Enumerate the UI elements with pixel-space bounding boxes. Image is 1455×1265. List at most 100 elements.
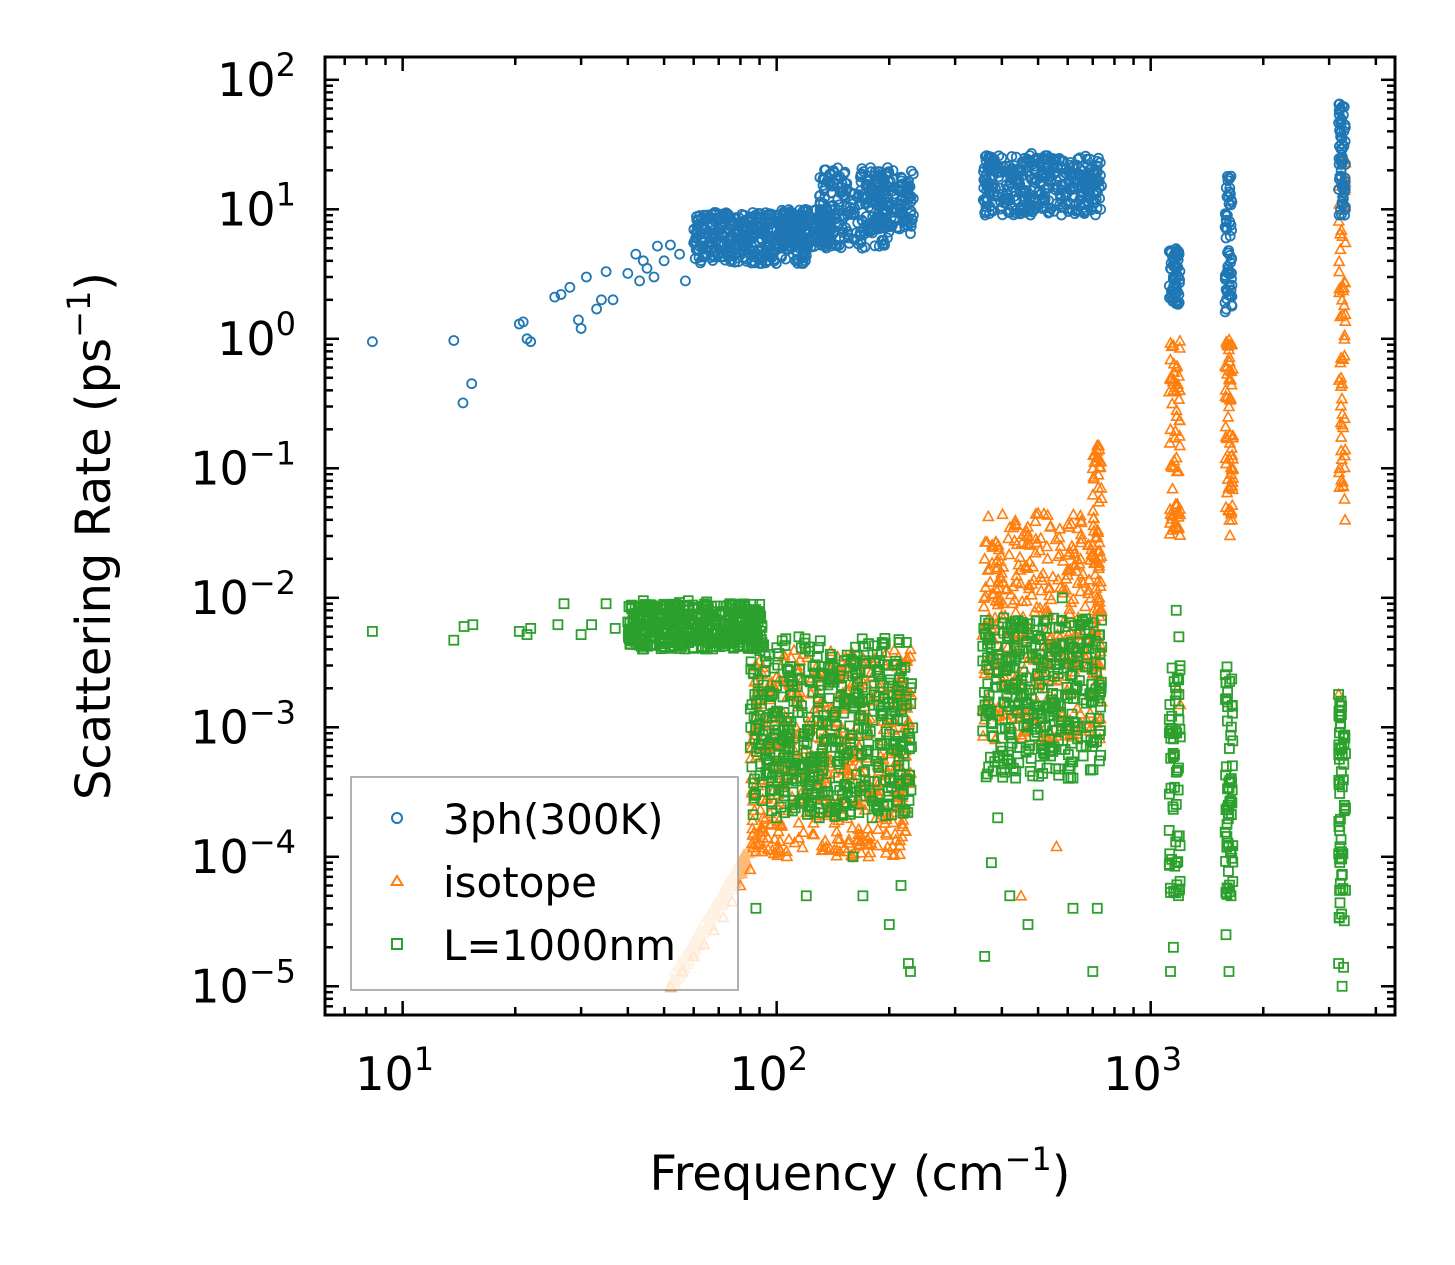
x-tick-label: 101 bbox=[355, 1040, 434, 1101]
data-point bbox=[1226, 428, 1240, 441]
data-point bbox=[1169, 384, 1183, 397]
data-point bbox=[1074, 584, 1087, 597]
data-point bbox=[1067, 183, 1079, 195]
data-point bbox=[1224, 879, 1235, 891]
data-point bbox=[839, 232, 850, 244]
data-point bbox=[828, 672, 840, 684]
data-point bbox=[725, 256, 737, 267]
data-point bbox=[869, 776, 880, 787]
data-point bbox=[833, 758, 845, 770]
data-point bbox=[1224, 676, 1235, 687]
isotope-branch-point bbox=[735, 859, 749, 872]
data-point bbox=[1219, 826, 1231, 838]
data-point bbox=[1335, 119, 1347, 131]
data-point bbox=[1227, 700, 1238, 711]
data-point bbox=[1026, 173, 1038, 185]
data-point bbox=[996, 188, 1008, 200]
data-point bbox=[794, 220, 805, 231]
data-point bbox=[1220, 769, 1231, 781]
data-point bbox=[586, 619, 597, 631]
data-point bbox=[879, 846, 893, 858]
data-point bbox=[1087, 470, 1100, 482]
data-point bbox=[1165, 245, 1176, 257]
data-point bbox=[1225, 448, 1239, 460]
data-point bbox=[1063, 763, 1075, 774]
data-point bbox=[1034, 531, 1048, 544]
data-point bbox=[1334, 242, 1347, 255]
data-point bbox=[774, 240, 786, 252]
data-point bbox=[1338, 328, 1351, 341]
data-point bbox=[796, 707, 808, 718]
data-point bbox=[1165, 782, 1177, 794]
data-point bbox=[1082, 538, 1096, 551]
data-point bbox=[1021, 623, 1033, 635]
data-point bbox=[1085, 764, 1097, 775]
data-point bbox=[1040, 539, 1054, 552]
data-point bbox=[624, 617, 636, 629]
data-point bbox=[513, 626, 525, 637]
data-point bbox=[1338, 961, 1349, 973]
data-point bbox=[1336, 152, 1348, 164]
data-point bbox=[1340, 884, 1351, 896]
data-point bbox=[905, 966, 916, 977]
data-point bbox=[1332, 214, 1346, 226]
data-point bbox=[1031, 700, 1043, 712]
data-point bbox=[857, 189, 869, 200]
data-point bbox=[757, 734, 769, 746]
data-point bbox=[1088, 556, 1102, 569]
data-point bbox=[847, 851, 859, 863]
data-point bbox=[983, 575, 997, 587]
data-point bbox=[1334, 351, 1348, 363]
data-point bbox=[1061, 723, 1073, 734]
data-point bbox=[1173, 438, 1187, 451]
data-point bbox=[893, 184, 905, 196]
data-point bbox=[1069, 682, 1081, 693]
data-point bbox=[1036, 164, 1048, 176]
data-point bbox=[1166, 710, 1178, 722]
data-point bbox=[888, 827, 902, 839]
data-point bbox=[904, 769, 916, 781]
data-point bbox=[842, 747, 854, 758]
data-point bbox=[1034, 759, 1046, 771]
data-point bbox=[828, 816, 841, 828]
data-point bbox=[985, 706, 996, 718]
data-point bbox=[1338, 513, 1352, 525]
data-point bbox=[847, 198, 859, 210]
data-point bbox=[877, 239, 888, 251]
data-point bbox=[1074, 707, 1087, 719]
data-point bbox=[1227, 876, 1239, 887]
data-point bbox=[776, 635, 788, 647]
data-point bbox=[732, 256, 744, 268]
data-point bbox=[820, 240, 831, 252]
data-point bbox=[1094, 629, 1105, 641]
data-point bbox=[834, 670, 846, 682]
data-point bbox=[575, 323, 587, 334]
data-point bbox=[794, 664, 806, 676]
data-point bbox=[1049, 532, 1063, 545]
data-point bbox=[1335, 293, 1349, 305]
data-point bbox=[998, 627, 1010, 639]
data-point bbox=[888, 743, 900, 755]
data-point bbox=[1221, 661, 1233, 673]
data-point bbox=[788, 759, 800, 771]
data-point bbox=[804, 779, 816, 791]
data-point bbox=[1031, 506, 1045, 519]
data-point bbox=[1333, 748, 1345, 759]
data-point bbox=[1336, 908, 1347, 920]
data-point bbox=[814, 635, 826, 647]
data-point bbox=[1029, 514, 1042, 527]
series-3ph(300K) bbox=[366, 98, 1351, 409]
data-point bbox=[581, 271, 592, 283]
data-point bbox=[1094, 481, 1108, 493]
data-point bbox=[1090, 438, 1104, 451]
data-point bbox=[1332, 254, 1346, 267]
data-point bbox=[815, 209, 827, 221]
data-point bbox=[904, 642, 917, 655]
data-point bbox=[798, 735, 810, 747]
data-point bbox=[817, 843, 831, 855]
data-point bbox=[1165, 966, 1176, 977]
data-point bbox=[1173, 890, 1184, 902]
data-point bbox=[792, 816, 806, 828]
data-point bbox=[1058, 155, 1069, 167]
data-point bbox=[1055, 700, 1066, 712]
